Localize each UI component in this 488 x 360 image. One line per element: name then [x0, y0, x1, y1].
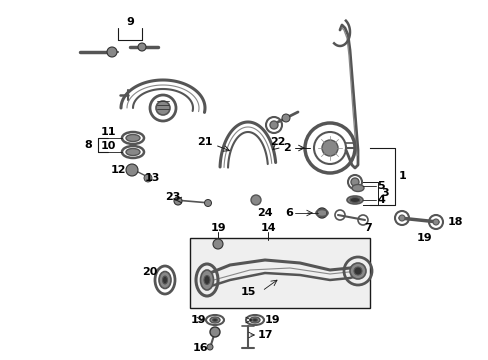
- Text: 19: 19: [264, 315, 279, 325]
- Text: 7: 7: [364, 223, 371, 233]
- Text: 13: 13: [144, 173, 160, 183]
- Ellipse shape: [162, 276, 167, 284]
- Text: 19: 19: [416, 233, 432, 243]
- Circle shape: [350, 178, 358, 186]
- Text: 19: 19: [190, 315, 205, 325]
- Text: 11: 11: [100, 127, 116, 137]
- Text: 21: 21: [197, 137, 212, 147]
- Circle shape: [206, 344, 213, 350]
- Text: 23: 23: [165, 192, 181, 202]
- Ellipse shape: [203, 275, 209, 284]
- Text: 8: 8: [84, 140, 92, 150]
- Text: 18: 18: [447, 217, 462, 227]
- Circle shape: [126, 164, 138, 176]
- Text: 12: 12: [110, 165, 125, 175]
- Circle shape: [213, 239, 223, 249]
- Text: 14: 14: [260, 223, 275, 233]
- Circle shape: [282, 114, 289, 122]
- Circle shape: [156, 101, 170, 115]
- Circle shape: [398, 215, 404, 221]
- Text: 16: 16: [192, 343, 207, 353]
- Ellipse shape: [346, 196, 362, 204]
- Circle shape: [353, 267, 361, 275]
- Circle shape: [349, 263, 365, 279]
- Text: 6: 6: [285, 208, 292, 218]
- Ellipse shape: [209, 317, 220, 323]
- Ellipse shape: [252, 319, 257, 321]
- Circle shape: [174, 197, 182, 205]
- Text: 20: 20: [142, 267, 157, 277]
- Ellipse shape: [126, 135, 140, 141]
- Text: 15: 15: [240, 287, 255, 297]
- Circle shape: [204, 199, 211, 207]
- Circle shape: [316, 208, 326, 218]
- Circle shape: [432, 219, 438, 225]
- Ellipse shape: [126, 149, 140, 156]
- Text: 10: 10: [100, 141, 116, 151]
- Text: 2: 2: [283, 143, 290, 153]
- Text: 4: 4: [376, 195, 384, 205]
- Text: 19: 19: [210, 223, 225, 233]
- Text: 1: 1: [398, 171, 406, 181]
- Ellipse shape: [351, 185, 363, 192]
- Ellipse shape: [200, 270, 213, 290]
- Text: 17: 17: [257, 330, 272, 340]
- Bar: [190, 238, 369, 308]
- Circle shape: [250, 195, 261, 205]
- Circle shape: [107, 47, 117, 57]
- Text: 5: 5: [376, 181, 384, 191]
- Text: 9: 9: [126, 17, 134, 27]
- Circle shape: [321, 140, 337, 156]
- Ellipse shape: [349, 198, 359, 202]
- Ellipse shape: [159, 271, 171, 288]
- Circle shape: [143, 174, 152, 182]
- Circle shape: [269, 121, 278, 129]
- Circle shape: [138, 43, 146, 51]
- Text: 3: 3: [381, 188, 388, 198]
- Ellipse shape: [249, 317, 260, 323]
- Text: 22: 22: [270, 137, 285, 147]
- Ellipse shape: [212, 319, 217, 321]
- Circle shape: [209, 327, 220, 337]
- Text: 24: 24: [257, 208, 272, 218]
